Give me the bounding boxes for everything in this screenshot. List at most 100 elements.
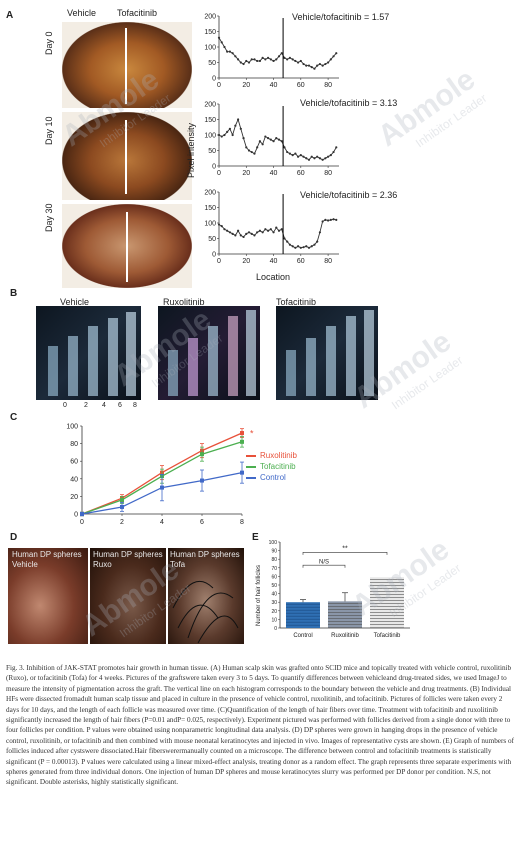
x-tick-label: 0 [217, 82, 221, 89]
data-point [261, 56, 264, 59]
data-point [286, 240, 289, 243]
panel-a-ratio-day30: Vehicle/tofacitinib = 2.36 [300, 190, 398, 200]
data-point [120, 504, 124, 509]
watermark-2: Abmole Inhibitor Leader [372, 63, 490, 165]
data-point [307, 158, 311, 161]
data-point [264, 228, 267, 231]
data-point [291, 245, 294, 248]
data-point [324, 157, 327, 160]
legend-item-tofacitinib: Tofacitinib [246, 461, 297, 472]
y-tick-label: 0 [212, 76, 216, 83]
panel-a-tofacitinib-label: Tofacitinib [117, 8, 158, 18]
bar [370, 577, 404, 628]
data-point [316, 155, 319, 158]
panel-b-tofacitinib-label: Tofacitinib [276, 297, 317, 307]
y-tick-label: 0 [74, 512, 78, 519]
data-point [283, 237, 286, 240]
data-point [288, 243, 292, 246]
data-point [247, 231, 251, 234]
data-point [261, 143, 264, 146]
x-tick-label: 40 [270, 258, 278, 265]
panel-c-legend: Ruxolitinib Tofacitinib Control [246, 450, 297, 483]
data-point [247, 149, 251, 152]
data-point [275, 58, 278, 61]
x-tick-label: 60 [297, 258, 305, 265]
data-point [245, 59, 248, 63]
cyst-photo-vehicle [8, 548, 88, 644]
bar-control [286, 599, 320, 628]
bar-ruxolitinib [328, 592, 362, 628]
data-point [245, 146, 248, 149]
data-point [310, 66, 313, 69]
data-point [200, 452, 204, 457]
data-point [307, 246, 311, 249]
data-point [264, 135, 267, 138]
x-tick-label: 20 [242, 258, 250, 265]
data-point [302, 155, 305, 158]
data-point [226, 50, 229, 53]
panel-a-row-day30: Day 30 [44, 203, 54, 232]
data-point [316, 240, 319, 243]
cyst-photo-tofa [168, 548, 244, 644]
data-point [234, 124, 237, 127]
panel-b-day-8: 8 [133, 402, 137, 409]
x-tick-label: 40 [270, 170, 278, 177]
y-tick-label: 80 [70, 441, 78, 448]
data-point [226, 130, 229, 133]
data-point [256, 231, 259, 234]
data-point [277, 229, 281, 232]
panel-b-day-6: 6 [118, 402, 122, 409]
y-tick-label: 150 [204, 117, 216, 124]
data-point [335, 218, 338, 221]
data-point [294, 152, 297, 155]
scalp-photo-day30 [62, 204, 192, 288]
x-tick-label: 60 [297, 170, 305, 177]
panel-b-letter: B [10, 288, 18, 299]
panel-d-label-tofa: Human DP spheres Tofa [170, 550, 240, 569]
data-point [272, 231, 275, 234]
data-point [239, 234, 242, 237]
scalp-photo-day0 [62, 22, 192, 108]
sig-bracket-top [302, 552, 388, 555]
data-point [261, 231, 264, 234]
x-tick-label: 0 [80, 519, 84, 526]
data-point [313, 243, 316, 246]
data-point [258, 229, 262, 232]
data-point [324, 218, 327, 221]
data-point [220, 225, 223, 228]
data-point [283, 146, 286, 149]
data-point [313, 67, 316, 70]
intensity-line [218, 118, 337, 161]
x-tick-label: 80 [324, 258, 332, 265]
y-tick-label: 40 [271, 592, 277, 598]
data-point [120, 497, 124, 502]
data-point [329, 154, 332, 157]
panel-a-vehicle-label: Vehicle [67, 8, 97, 18]
y-tick-label: 200 [204, 190, 216, 197]
data-point [231, 52, 234, 55]
data-point [326, 61, 330, 64]
data-point [266, 229, 270, 232]
legend-ruxolitinib-label: Ruxolitinib [260, 451, 297, 460]
data-point [236, 58, 240, 61]
panel-a-chart-0: 200 150 100 50 00 20 40 60 80 [204, 14, 339, 89]
y-tick-label: 80 [271, 557, 277, 563]
data-point [217, 223, 221, 226]
data-point [305, 157, 308, 160]
y-tick-label: 100 [269, 540, 278, 546]
data-point [266, 137, 270, 140]
data-point [286, 58, 289, 61]
data-point [326, 219, 330, 222]
significance-star: * [250, 429, 254, 439]
legend-item-control: Control [246, 472, 297, 483]
panel-a-xlabel: Location [256, 272, 291, 282]
data-point [228, 231, 232, 234]
panel-a-ratio-day10: Vehicle/tofacitinib = 3.13 [300, 98, 398, 108]
legend-control-label: Control [260, 473, 286, 482]
panel-a-ratio-day0: Vehicle/tofacitinib = 1.57 [292, 12, 390, 22]
data-point [269, 138, 272, 141]
x-category-label: Control [293, 633, 312, 639]
data-point [310, 155, 313, 158]
data-point [228, 50, 232, 53]
sig-label-top: ** [342, 546, 348, 553]
